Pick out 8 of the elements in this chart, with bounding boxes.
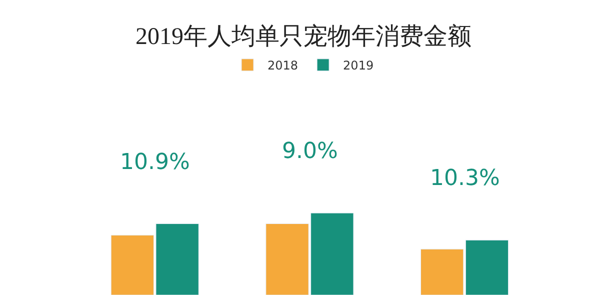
text: 10.9% [120,150,190,175]
bar [465,240,509,295]
legend-label: 2019 [343,58,374,73]
bar [420,248,464,295]
legend-label: 2018 [268,58,298,73]
text: 9.0% [282,139,338,164]
chart-title: 2019年人均单只宠物年消费金额 [136,22,472,50]
text: 10.3% [430,166,500,191]
